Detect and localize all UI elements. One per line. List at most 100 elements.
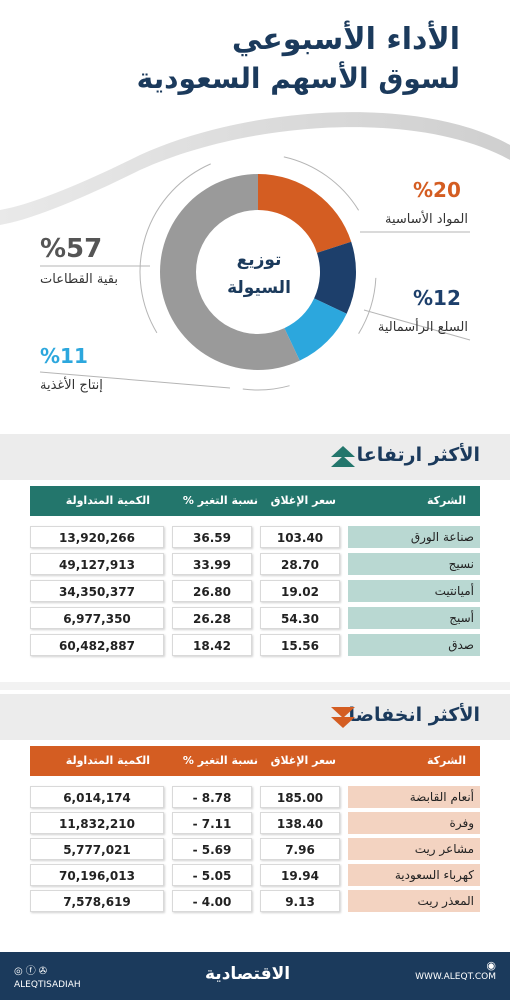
losers-title: الأكثر انخفاضا xyxy=(348,704,480,726)
twitter-icon[interactable]: ✇ xyxy=(38,966,51,977)
table-row: مشاعر ريت 7.96 - 5.69 5,777,021 xyxy=(30,838,480,860)
gainers-table-header: الشركة سعر الإغلاق نسبة التغير % الكمية … xyxy=(30,486,480,516)
slice-pct-capital-goods: %12 xyxy=(413,286,461,310)
volume: 34,350,377 xyxy=(30,580,164,602)
leader-line-food-production xyxy=(39,371,231,389)
center-label-line1: توزيع xyxy=(236,250,282,270)
losers-table-header: الشركة سعر الإغلاق نسبة التغير % الكمية … xyxy=(30,746,480,776)
col-company: الشركة xyxy=(426,494,466,507)
volume: 6,014,174 xyxy=(30,786,164,808)
company-name: وفرة xyxy=(348,812,480,834)
close-price: 9.13 xyxy=(260,890,340,912)
slice-label-other-sectors: بقية القطاعات xyxy=(40,272,118,287)
slice-label-capital-goods: السلع الرأسمالية xyxy=(377,320,468,335)
company-name: كهرباء السعودية xyxy=(348,864,480,886)
slice-pct-basic-materials: %20 xyxy=(413,178,461,202)
volume: 70,196,013 xyxy=(30,864,164,886)
change-pct: 18.42 xyxy=(172,634,252,656)
close-price: 19.02 xyxy=(260,580,340,602)
slice-pct-food-production: %11 xyxy=(40,344,88,368)
brand-logo: الاقتصادية xyxy=(205,964,291,984)
close-price: 28.70 xyxy=(260,553,340,575)
change-pct: - 5.69 xyxy=(172,838,252,860)
page-title: الأداء الأسبوعي xyxy=(231,22,460,57)
section-divider xyxy=(0,682,510,690)
change-pct: - 5.05 xyxy=(172,864,252,886)
slice-capital-goods xyxy=(314,241,357,314)
company-name: مشاعر ريت xyxy=(348,838,480,860)
donut-chart xyxy=(39,156,471,391)
company-name: نسيج xyxy=(348,553,480,575)
volume: 49,127,913 xyxy=(30,553,164,575)
footer-bar: ◎ⓕ✇ ALEQTISADIAH الاقتصادية ◉ WWW.ALEQT.… xyxy=(0,952,510,1000)
col-volume: الكمية المتداولة xyxy=(65,494,150,507)
slice-basic-materials xyxy=(258,174,352,253)
volume: 6,977,350 xyxy=(30,607,164,629)
gainers-title-band xyxy=(0,434,510,480)
leader-arc-other-sectors xyxy=(139,163,211,334)
company-name: المعذر ريت xyxy=(348,890,480,912)
page-subtitle: لسوق الأسهم السعودية xyxy=(136,62,460,95)
slice-label-basic-materials: المواد الأساسية xyxy=(384,212,468,227)
table-row: كهرباء السعودية 19.94 - 5.05 70,196,013 xyxy=(30,864,480,886)
leader-arc-food-production xyxy=(242,385,290,391)
table-row: صدق 15.56 18.42 60,482,887 xyxy=(30,634,480,656)
chevron-down-icon xyxy=(331,707,355,728)
company-name: أسيج xyxy=(348,607,480,629)
facebook-icon[interactable]: ⓕ xyxy=(25,966,39,977)
company-name: أميانتيت xyxy=(348,580,480,602)
col-close: سعر الإغلاق xyxy=(270,494,336,507)
change-pct: 26.80 xyxy=(172,580,252,602)
col-volume: الكمية المتداولة xyxy=(65,754,150,767)
table-row: نسيج 28.70 33.99 49,127,913 xyxy=(30,553,480,575)
leader-arc-basic-materials xyxy=(283,156,360,211)
slice-pct-other-sectors: %57 xyxy=(40,234,103,264)
col-close: سعر الإغلاق xyxy=(270,754,336,767)
company-name: أنعام القابضة xyxy=(348,786,480,808)
close-price: 54.30 xyxy=(260,607,340,629)
globe-icon: ◉ xyxy=(486,959,496,972)
leader-line-capital-goods xyxy=(363,309,471,341)
change-pct: - 8.78 xyxy=(172,786,252,808)
volume: 13,920,266 xyxy=(30,526,164,548)
social-icons: ◎ⓕ✇ xyxy=(14,962,50,977)
close-price: 15.56 xyxy=(260,634,340,656)
leader-arc-capital-goods xyxy=(358,277,377,334)
chevron-up-icon xyxy=(331,446,355,467)
close-price: 7.96 xyxy=(260,838,340,860)
close-price: 185.00 xyxy=(260,786,340,808)
hero-background xyxy=(0,0,510,225)
center-label-line2: السيولة xyxy=(227,278,291,298)
close-price: 138.40 xyxy=(260,812,340,834)
table-row: وفرة 138.40 - 7.11 11,832,210 xyxy=(30,812,480,834)
close-price: 19.94 xyxy=(260,864,340,886)
social-handle[interactable]: ALEQTISADIAH xyxy=(14,980,81,990)
gainers-title: الأكثر ارتفاعا xyxy=(356,444,480,466)
company-name: صدق xyxy=(348,634,480,656)
instagram-icon[interactable]: ◎ xyxy=(14,966,26,977)
slice-other-sectors xyxy=(160,174,300,370)
table-row: المعذر ريت 9.13 - 4.00 7,578,619 xyxy=(30,890,480,912)
table-row: أنعام القابضة 185.00 - 8.78 6,014,174 xyxy=(30,786,480,808)
slice-label-food-production: إنتاج الأغذية xyxy=(40,378,103,393)
website-link[interactable]: WWW.ALEQT.COM xyxy=(415,972,496,982)
donut-center-label: توزيع السيولة xyxy=(204,246,314,302)
table-row: أسيج 54.30 26.28 6,977,350 xyxy=(30,607,480,629)
gainers-section: الأكثر ارتفاعا الشركة سعر الإغلاق نسبة ا… xyxy=(0,430,510,680)
volume: 60,482,887 xyxy=(30,634,164,656)
change-pct: 33.99 xyxy=(172,553,252,575)
table-row: أميانتيت 19.02 26.80 34,350,377 xyxy=(30,580,480,602)
donut-hole xyxy=(198,212,318,332)
col-change: نسبة التغير % xyxy=(182,754,258,767)
volume: 11,832,210 xyxy=(30,812,164,834)
table-row: صناعة الورق 103.40 36.59 13,920,266 xyxy=(30,526,480,548)
company-name: صناعة الورق xyxy=(348,526,480,548)
change-pct: - 7.11 xyxy=(172,812,252,834)
volume: 7,578,619 xyxy=(30,890,164,912)
hero-section: الأداء الأسبوعي لسوق الأسهم السعودية توز… xyxy=(0,0,510,430)
slice-food-production xyxy=(284,298,347,361)
close-price: 103.40 xyxy=(260,526,340,548)
change-pct: 36.59 xyxy=(172,526,252,548)
losers-section: الأكثر انخفاضا الشركة سعر الإغلاق نسبة ا… xyxy=(0,692,510,950)
volume: 5,777,021 xyxy=(30,838,164,860)
